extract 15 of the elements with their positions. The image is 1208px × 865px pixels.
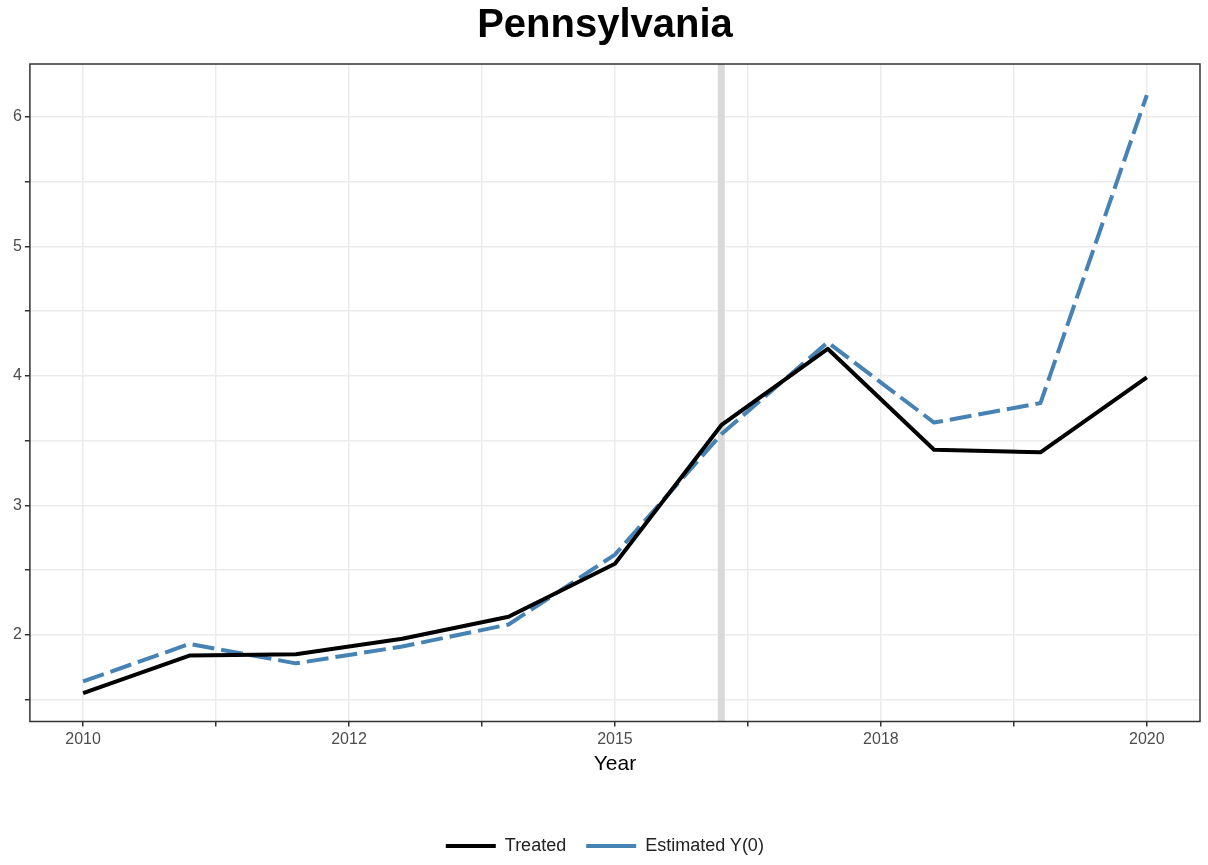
y-tick-label: 3 [12,495,22,513]
x-tick-label: 2020 [1129,729,1165,747]
y-tick-label: 5 [12,236,22,254]
y-tick-label: 2 [12,625,22,643]
x-tick-label: 2018 [863,729,899,747]
x-tick-label: 2010 [65,729,101,747]
chart-title: Pennsylvania [477,1,734,46]
y-tick-label: 4 [12,366,22,384]
y-tick-label: 6 [12,107,22,125]
x-tick-label: 2012 [331,729,367,747]
legend-label: Treated [504,834,567,855]
line-series [81,93,1149,684]
x-tick-label: 2015 [597,729,633,747]
x-axis-title: Year [593,751,637,775]
legend-label: Estimated Y(0) [645,834,764,855]
